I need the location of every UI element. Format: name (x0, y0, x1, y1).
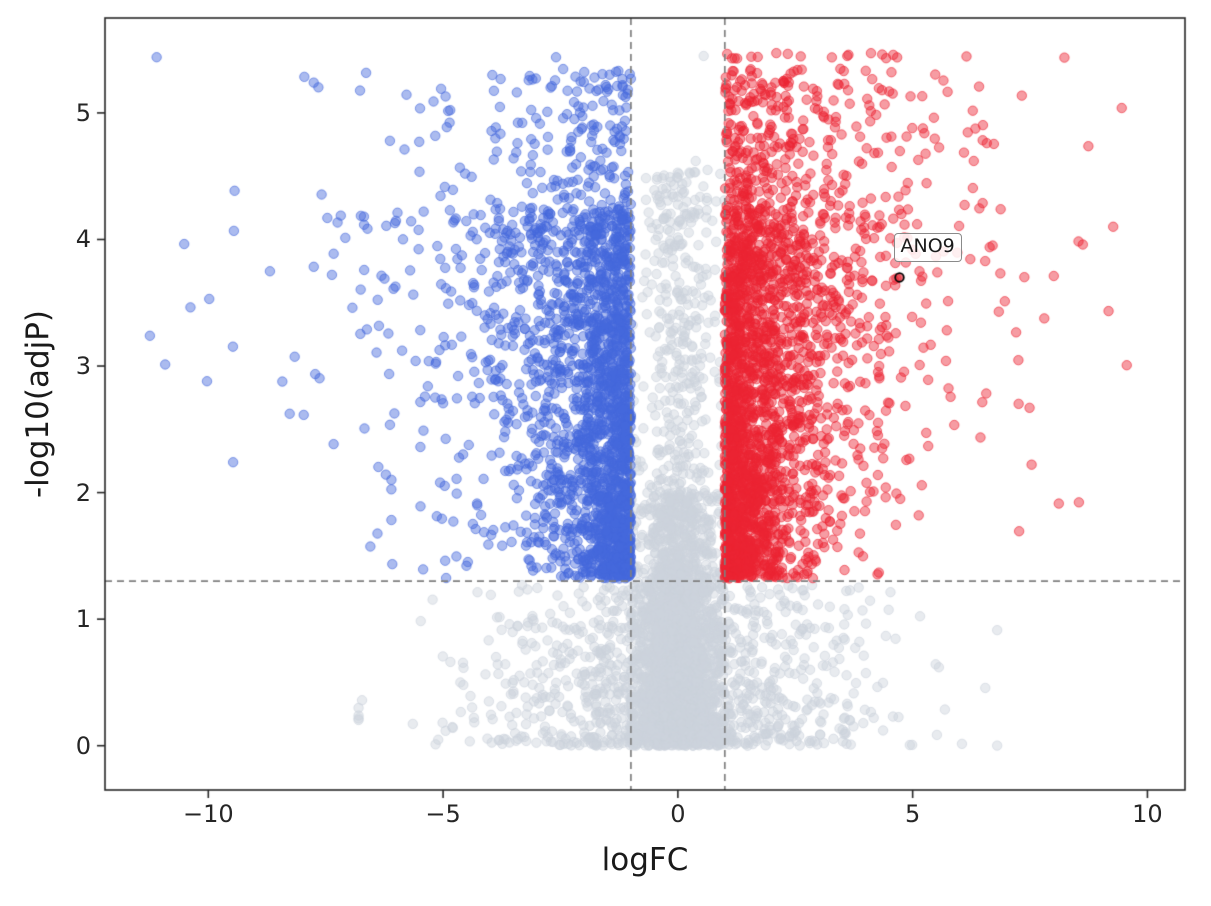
x-tick-label: 0 (670, 800, 686, 828)
gene-annotation-label: ANO9 (893, 233, 962, 263)
y-axis-label: -log10(adjP) (20, 309, 56, 499)
x-axis-label: logFC (601, 842, 689, 878)
y-tick-label: 2 (75, 478, 91, 507)
y-tick-label: 5 (75, 98, 91, 127)
y-tick-label: 4 (75, 225, 91, 254)
y-tick-label: 0 (75, 731, 91, 760)
y-tick-label: 1 (75, 605, 91, 634)
x-tick-label: −5 (425, 800, 461, 828)
x-tick-label: −10 (182, 800, 234, 828)
x-tick-label: 5 (905, 800, 921, 828)
x-tick-label: 10 (1132, 800, 1163, 828)
y-tick-label: 3 (75, 352, 91, 381)
